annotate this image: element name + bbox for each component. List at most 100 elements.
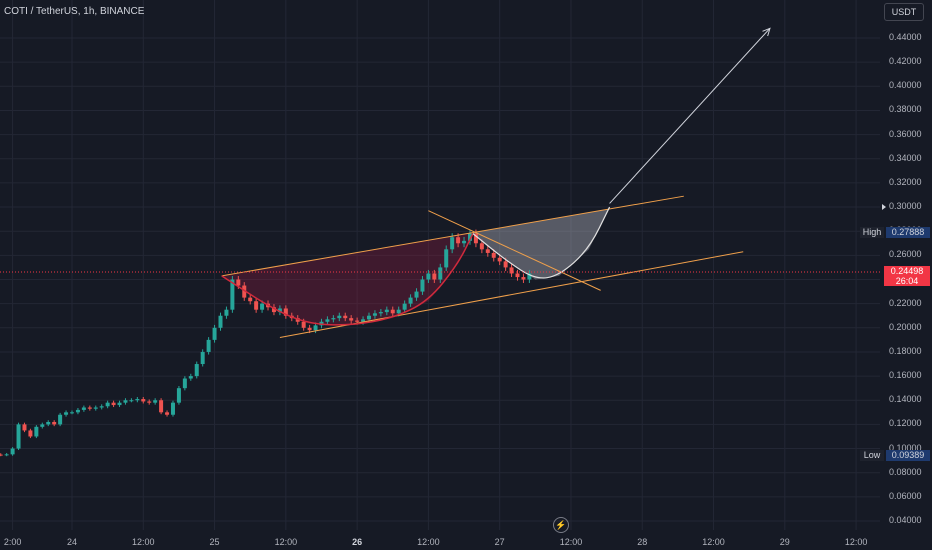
candle-body [438,267,443,280]
y-tick-label: 0.04000 [889,515,922,525]
x-tick-label: 25 [209,537,220,547]
high-value: 0.27888 [886,227,930,238]
candle-body [170,402,175,415]
candle-body [22,424,27,431]
candle-body [248,297,253,302]
x-tick-label: 27 [494,537,505,547]
candle-body [503,261,508,268]
high-label: High [860,227,884,238]
y-tick-label: 0.20000 [889,321,922,332]
candle-body [361,319,366,322]
x-tick-label: 12:00 [274,537,298,547]
candle-body [40,424,45,427]
candle-body [372,313,377,316]
candle-body [402,303,407,310]
last-price-tag: 0.24498 26:04 [884,266,930,286]
x-tick-label: 26 [352,537,363,547]
candle-body [46,421,51,425]
candle-body [355,320,360,322]
candle-body [99,406,104,408]
candle-body [224,309,229,316]
candle-body [467,233,472,241]
channel-upper-line [221,195,684,277]
x-tick-label: 12:00 [132,537,155,547]
candle-body [81,407,86,410]
candle-body [491,252,496,258]
low-label: Low [860,450,884,461]
candle-body [236,279,241,286]
candle-body [479,243,484,250]
currency-button[interactable]: USDT [884,3,924,21]
price-chart[interactable] [0,0,880,550]
candle-body [206,339,211,352]
candle-body [462,240,467,244]
candle-body [432,273,437,280]
candle-body [277,308,282,313]
candle-body [135,399,140,401]
y-tick-label: 0.30000 [889,201,922,212]
candle-body [378,312,383,314]
candle-body [105,402,110,407]
candle-body [527,273,532,280]
lightning-icon[interactable]: ⚡ [553,517,569,533]
candle-body [390,309,395,314]
candle-body [307,327,312,331]
candle-body [200,351,205,365]
candle-body [10,448,15,455]
candle-body [509,267,514,274]
low-value: 0.09389 [886,450,930,461]
y-tick-label: 0.38000 [889,104,922,115]
cup-curve [221,233,474,326]
candle-body [165,412,170,415]
candle-body [349,318,354,321]
handle-trend-line [428,210,601,291]
candle-body [52,421,57,425]
candle-body [485,249,490,253]
chart-grid [0,0,880,530]
y-tick-label: 0.06000 [889,490,922,501]
candle-body [497,257,502,262]
candle-body [325,319,330,322]
y-tick-label: 0.18000 [889,345,922,356]
candle-body [87,407,92,409]
candle-body [230,279,235,310]
countdown: 26:04 [895,276,919,286]
candle-body [176,388,181,403]
candle-body [93,407,98,409]
x-tick-label: 12:00 [417,537,440,547]
candle-body [34,426,39,437]
y-tick-label: 0.14000 [889,394,922,405]
candle-body [521,277,526,280]
last-price-value: 0.24498 [890,266,924,276]
candle-body [242,285,247,298]
candle-body [129,400,134,402]
candle-body [16,424,21,449]
candle-body [147,401,152,403]
candle-body [0,454,3,456]
y-tick-label: 0.12000 [889,418,922,429]
candle-body [420,279,425,292]
x-tick-label: 12:00 [702,537,725,547]
candle-body [367,315,371,320]
candle-body [111,402,116,406]
y-tick-label: 0.10000 [889,442,922,453]
candle-body [473,233,478,244]
y-tick-label: 0.42000 [889,56,922,67]
candle-body [4,454,9,456]
candle-body [444,249,449,268]
candle-body [159,400,164,413]
candle-body [182,378,187,389]
y-tick-label: 0.26000 [889,249,922,260]
candle-body [153,400,158,403]
y-tick-label: 0.16000 [889,370,922,381]
candle-body [301,321,306,328]
candle-body [64,412,69,415]
candle-body [212,327,217,340]
y-tick-label: 0.32000 [889,176,922,187]
x-tick-label: 29 [779,537,790,547]
candle-body [456,237,461,244]
x-tick-label: 12:00 [559,537,583,547]
handle-curve [472,206,611,279]
candle-body [337,315,342,319]
candle-body [218,315,223,328]
